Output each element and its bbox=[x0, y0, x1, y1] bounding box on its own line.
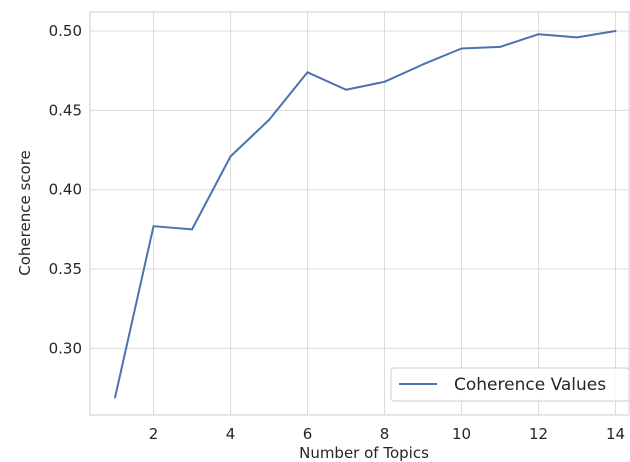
series-line bbox=[114, 30, 616, 398]
data-point bbox=[345, 88, 348, 91]
plot-area bbox=[89, 11, 630, 416]
x-tick-label: 12 bbox=[529, 425, 548, 443]
x-gridlines bbox=[153, 12, 617, 415]
data-point bbox=[499, 45, 502, 48]
legend-label: Coherence Values bbox=[454, 375, 606, 395]
y-tick-label: 0.45 bbox=[49, 101, 82, 119]
y-tick-label: 0.30 bbox=[49, 339, 82, 357]
data-point bbox=[306, 71, 309, 74]
data-point bbox=[576, 36, 579, 39]
x-tick-label: 6 bbox=[303, 425, 313, 443]
y-axis-label: Coherence score bbox=[16, 150, 34, 276]
data-point bbox=[191, 228, 194, 231]
y-tick-labels: 0.30 0.35 0.40 0.45 0.50 bbox=[49, 22, 82, 357]
plot-frame bbox=[89, 11, 630, 416]
x-tick-label: 2 bbox=[149, 425, 159, 443]
y-gridlines bbox=[90, 30, 629, 349]
data-point bbox=[537, 33, 540, 36]
data-point bbox=[460, 47, 463, 50]
data-point bbox=[114, 396, 117, 399]
x-tick-label: 8 bbox=[380, 425, 390, 443]
data-point bbox=[152, 225, 155, 228]
y-tick-label: 0.50 bbox=[49, 22, 82, 40]
series-layer bbox=[114, 30, 617, 399]
data-point bbox=[229, 155, 232, 158]
x-tick-label: 4 bbox=[226, 425, 236, 443]
data-point bbox=[268, 118, 271, 121]
data-point bbox=[422, 63, 425, 66]
plot-background bbox=[90, 12, 629, 415]
x-tick-label: 14 bbox=[606, 425, 625, 443]
y-tick-label: 0.35 bbox=[49, 260, 82, 278]
x-tick-labels: 2 4 6 8 10 12 14 bbox=[149, 425, 625, 443]
legend-box bbox=[390, 367, 630, 402]
x-axis-label: Number of Topics bbox=[299, 444, 429, 462]
x-tick-label: 10 bbox=[452, 425, 471, 443]
data-point bbox=[383, 80, 386, 83]
data-point bbox=[614, 30, 617, 33]
y-tick-label: 0.40 bbox=[49, 181, 82, 199]
legend: Coherence Values bbox=[390, 367, 630, 402]
